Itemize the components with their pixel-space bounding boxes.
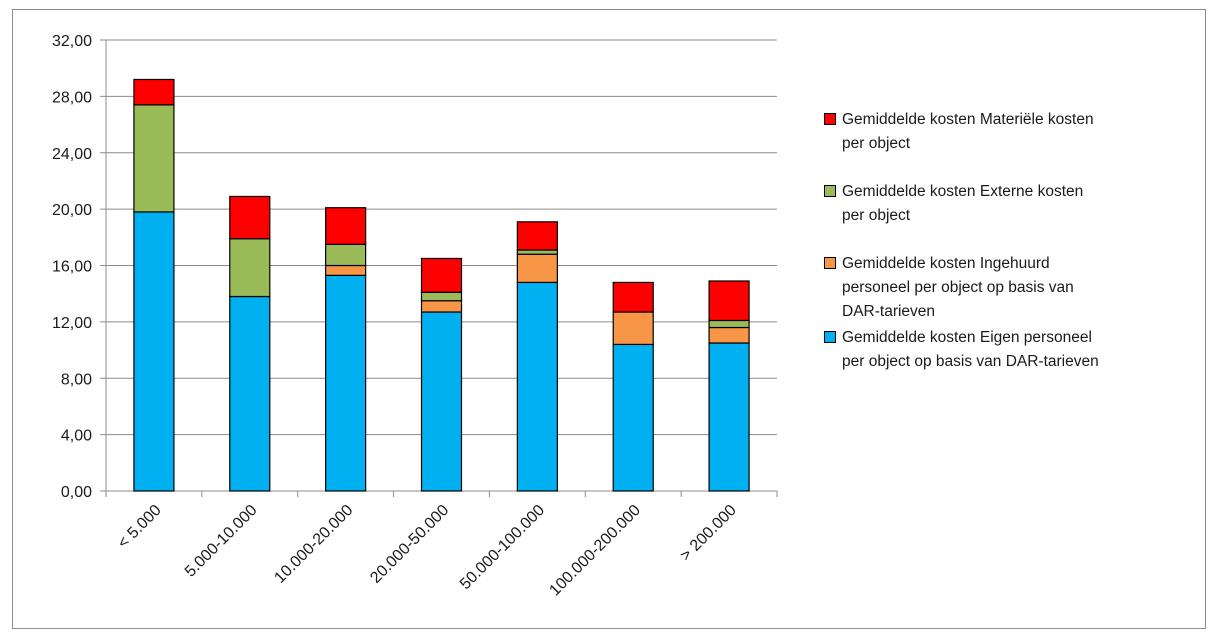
x-tick-label: 100.000-200.000 <box>546 502 644 600</box>
bar-segment <box>133 211 175 492</box>
y-tick-label: 4,00 <box>61 428 92 445</box>
x-tick-label: 10.000-20.000 <box>271 502 356 587</box>
legend-swatch-eigen-personeel <box>824 331 836 343</box>
legend-label-line: Gemiddelde kosten Materiële kosten <box>842 111 1094 128</box>
bar-segment <box>325 264 367 276</box>
y-tick-label: 28,00 <box>52 89 92 106</box>
y-tick-label: 12,00 <box>52 315 92 332</box>
bar-segment <box>325 207 367 245</box>
bar-segment <box>708 280 750 322</box>
bar-segment <box>325 274 367 492</box>
legend-item-materiele-kosten: Gemiddelde kosten Materiële kosten per o… <box>824 108 1164 156</box>
bar-segment <box>708 326 750 344</box>
legend-swatch-materiele-kosten <box>824 113 836 125</box>
legend-item-eigen-personeel: Gemiddelde kosten Eigen personeel per ob… <box>824 326 1164 374</box>
bar-segment <box>420 300 463 313</box>
bar-segment <box>612 311 654 346</box>
legend-item-ingehuurd-personeel: Gemiddelde kosten Ingehuurd personeel pe… <box>824 252 1164 324</box>
legend-label-line: per object <box>842 135 911 152</box>
bar-segment <box>133 78 175 106</box>
bar-segment <box>708 319 750 329</box>
x-tick-label: > 200.000 <box>677 502 740 565</box>
legend-label-line: personeel per object op basis van <box>842 279 1074 296</box>
y-tick-label: 16,00 <box>52 259 92 276</box>
bar-segment <box>516 281 558 492</box>
bar-segment <box>516 249 558 255</box>
bar-segment <box>420 291 463 302</box>
bar-segment <box>133 104 175 213</box>
bar-segment <box>420 311 463 492</box>
x-tick-label: 5.000-10.000 <box>182 502 261 581</box>
legend-label-line: DAR-tarieven <box>842 303 936 320</box>
x-tick-label: < 5.000 <box>115 502 165 552</box>
chart-frame <box>12 9 1206 629</box>
y-tick-label: 24,00 <box>52 146 92 163</box>
bar-segment <box>229 195 271 240</box>
bar-segment <box>612 281 654 313</box>
bar-segment <box>516 221 558 251</box>
legend-label-line: Gemiddelde kosten Ingehuurd <box>842 255 1050 272</box>
legend-label-line: per object op basis van DAR-tarieven <box>842 353 1099 370</box>
bar-segment <box>516 253 558 284</box>
legend-label-line: per object <box>842 207 911 224</box>
legend-label-line: Gemiddelde kosten Externe kosten <box>842 183 1084 200</box>
y-tick-label: 20,00 <box>52 202 92 219</box>
y-tick-label: 0,00 <box>61 484 92 501</box>
y-tick-label: 8,00 <box>61 371 92 388</box>
legend-item-externe-kosten: Gemiddelde kosten Externe kosten per obj… <box>824 180 1164 228</box>
bar-segment <box>325 243 367 267</box>
bar-segment <box>229 295 271 492</box>
y-tick-label: 32,00 <box>52 33 92 50</box>
bar-segment <box>229 238 271 298</box>
x-tick-label: 20.000-50.000 <box>367 502 452 587</box>
bar-segment <box>420 257 463 293</box>
bar-segment <box>612 343 654 492</box>
legend-swatch-ingehuurd-personeel <box>824 257 836 269</box>
legend-label-line: Gemiddelde kosten Eigen personeel <box>842 329 1092 346</box>
bar-segment <box>708 342 750 492</box>
x-tick-label: 50.000-100.000 <box>457 502 548 593</box>
legend-swatch-externe-kosten <box>824 185 836 197</box>
